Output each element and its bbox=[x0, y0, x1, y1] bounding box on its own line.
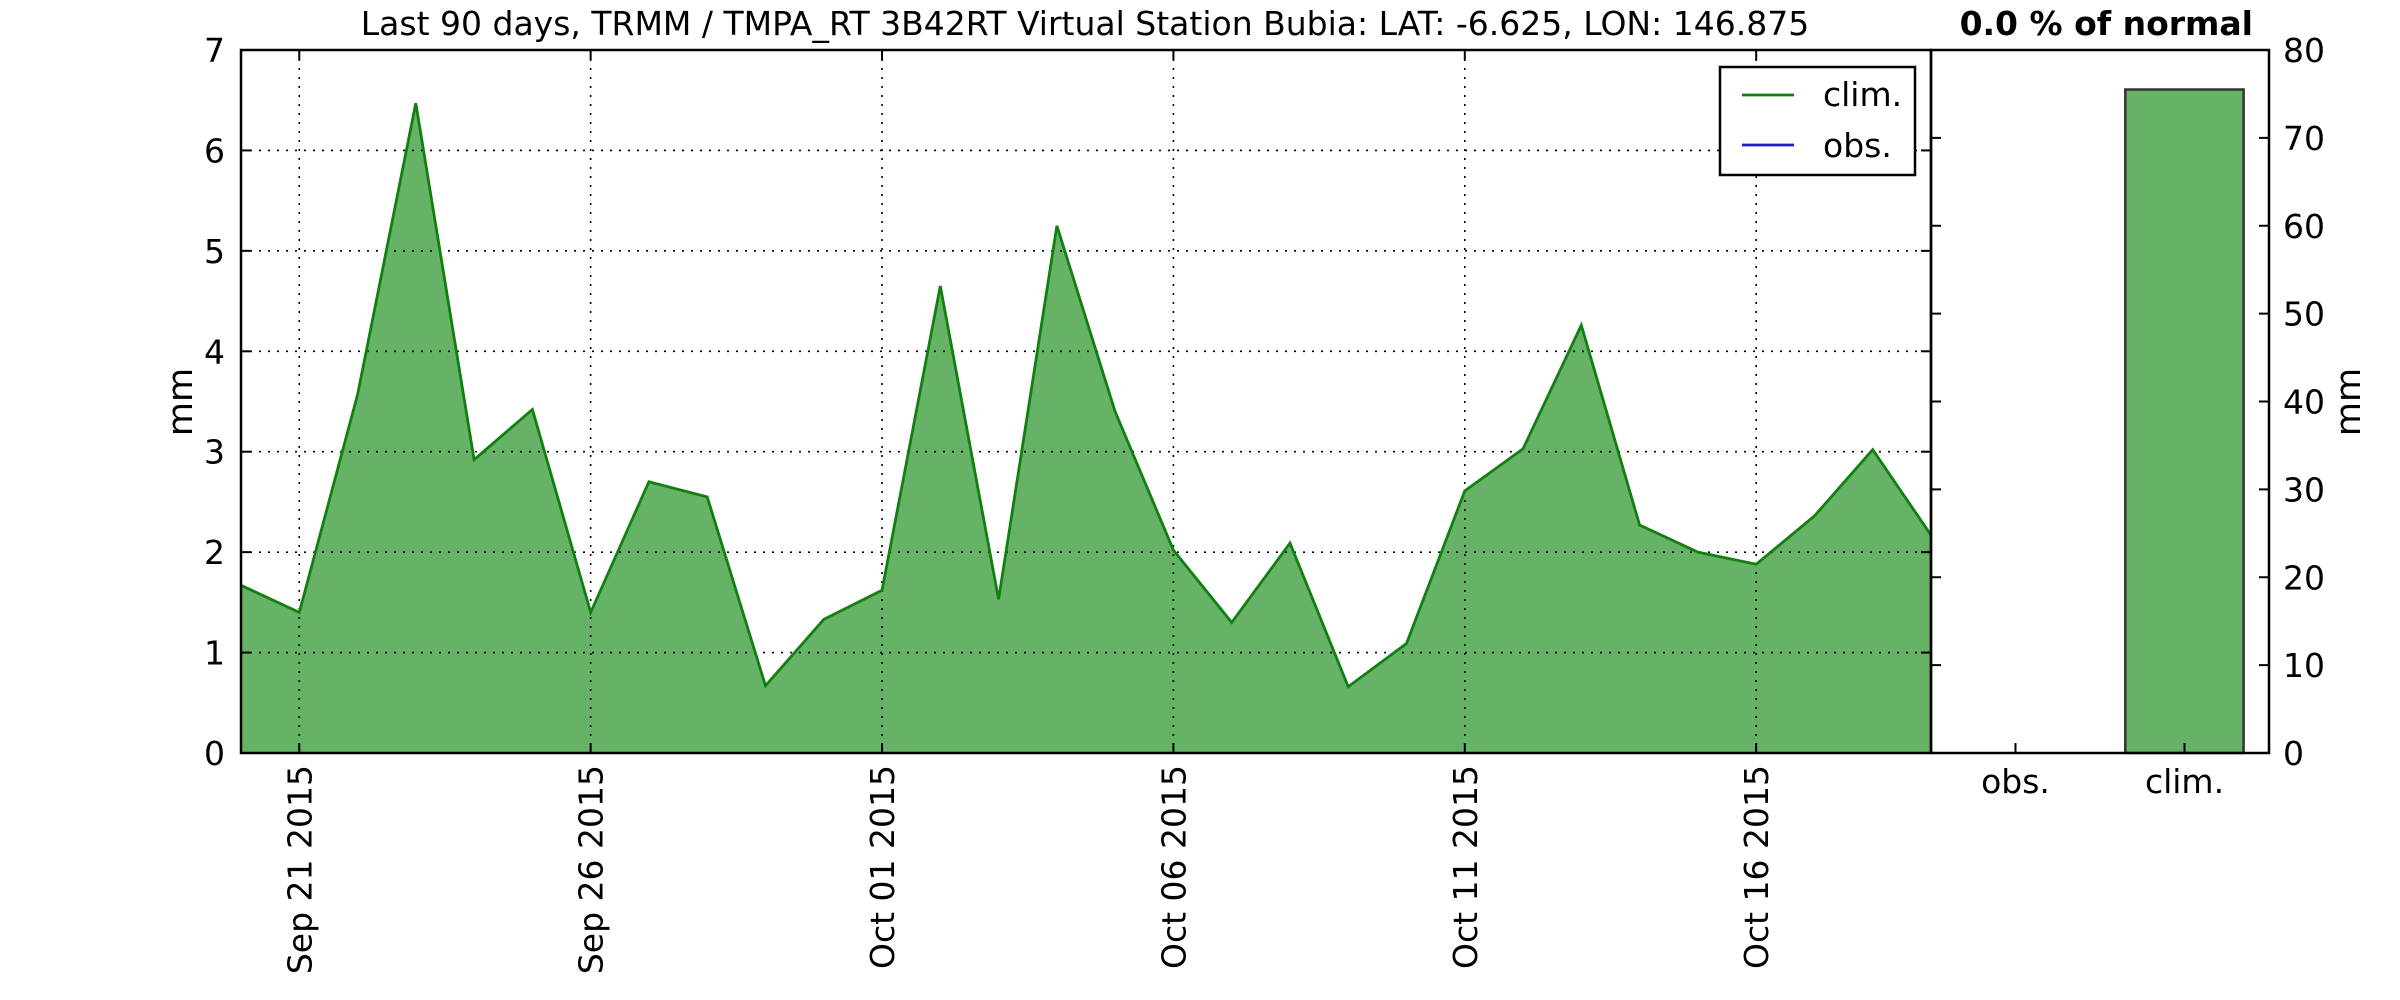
side-bar-clim bbox=[2124, 88, 2245, 755]
side-y-tick-label: 50 bbox=[2283, 295, 2325, 334]
legend-label-clim: clim. bbox=[1823, 75, 1902, 114]
percent-of-normal-title: 0.0 % of normal bbox=[1960, 4, 2253, 43]
side-y-tick-label: 80 bbox=[2283, 31, 2325, 70]
main-x-tick-label: Oct 06 2015 bbox=[1154, 765, 1193, 969]
side-y-axis: 0 10 20 30 40 50 60 70 80 bbox=[1931, 31, 2325, 773]
side-x-tick-label: clim. bbox=[2145, 762, 2224, 801]
side-plot-area: 0 10 20 30 40 50 60 70 80 obs. clim. mm bbox=[1929, 31, 2369, 801]
side-y-tick-label: 30 bbox=[2283, 470, 2325, 509]
main-x-tick-label: Sep 21 2015 bbox=[280, 765, 319, 974]
main-y-tick-label: 2 bbox=[204, 533, 225, 572]
main-y-tick-label: 5 bbox=[204, 232, 225, 271]
side-y-tick-label: 40 bbox=[2283, 383, 2325, 422]
main-x-axis: Sep 21 2015 Sep 26 2015 Oct 01 2015 Oct 06 … bbox=[280, 50, 1776, 974]
main-y-axis-label: mm bbox=[161, 368, 201, 436]
clim-area bbox=[241, 103, 1931, 753]
clim-line bbox=[240, 102, 1933, 689]
main-chart-title: Last 90 days, TRMM / TMPA_RT 3B42RT Virt… bbox=[361, 4, 1809, 43]
main-plot-area: 0 1 2 3 4 5 6 7 Sep 21 2015 Sep 26 2015 Oct 01 20… bbox=[161, 31, 1933, 974]
legend-label-obs: obs. bbox=[1823, 126, 1892, 165]
legend: clim. obs. bbox=[1718, 65, 1917, 177]
clim-area-layer bbox=[241, 103, 1931, 753]
main-y-tick-label: 0 bbox=[204, 734, 225, 773]
legend-box bbox=[1718, 65, 1917, 177]
side-y-tick-label: 60 bbox=[2283, 207, 2325, 246]
side-x-tick-label: obs. bbox=[1981, 762, 2050, 801]
side-y-tick-label: 20 bbox=[2283, 558, 2325, 597]
main-x-tick-label: Oct 11 2015 bbox=[1446, 765, 1485, 969]
side-bars bbox=[2124, 88, 2245, 755]
side-y-axis-label: mm bbox=[2329, 368, 2369, 436]
main-y-tick-label: 6 bbox=[204, 131, 225, 170]
main-y-axis: 0 1 2 3 4 5 6 7 bbox=[204, 31, 1931, 773]
side-y-tick-label: 70 bbox=[2283, 119, 2325, 158]
side-y-tick-label: 10 bbox=[2283, 646, 2325, 685]
clim-line-layer bbox=[240, 102, 1933, 689]
main-x-tick-label: Oct 01 2015 bbox=[863, 765, 902, 969]
side-x-axis: obs. clim. bbox=[1981, 743, 2224, 801]
main-y-tick-label: 7 bbox=[204, 31, 225, 70]
main-y-tick-label: 3 bbox=[204, 433, 225, 472]
main-x-tick-label: Oct 16 2015 bbox=[1737, 765, 1776, 969]
main-y-tick-label: 1 bbox=[204, 634, 225, 673]
side-y-tick-label: 0 bbox=[2283, 734, 2304, 773]
main-x-tick-label: Sep 26 2015 bbox=[572, 765, 611, 974]
main-y-tick-label: 4 bbox=[204, 332, 225, 371]
